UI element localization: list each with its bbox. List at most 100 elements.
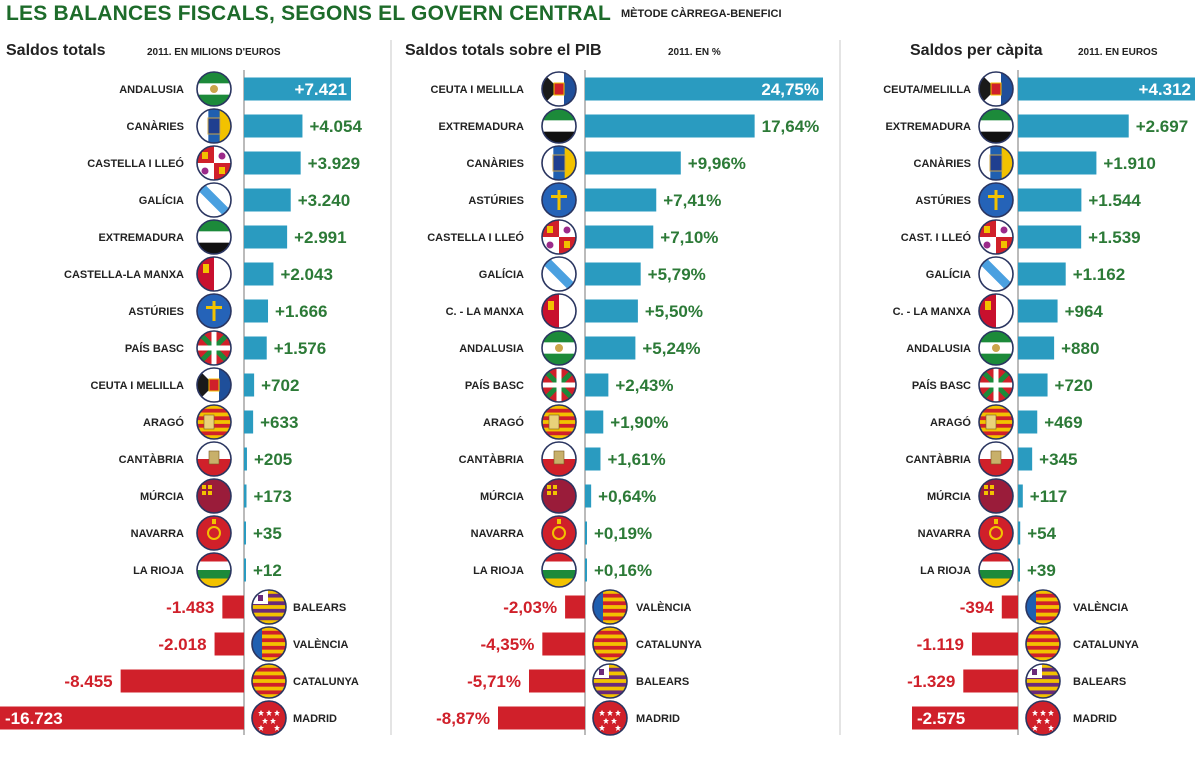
region-label: NAVARRA (918, 528, 971, 540)
region-label: CATALUNYA (293, 676, 359, 688)
value-label: -2,03% (503, 598, 557, 617)
bar-negative (963, 669, 1018, 693)
bar-negative (1001, 595, 1018, 619)
balears-flag-icon (592, 663, 628, 699)
region-label: MÚRCIA (927, 490, 971, 503)
bar-positive (585, 151, 681, 175)
region-label: CANÀRIES (467, 157, 524, 170)
region-label: ANDALUSIA (459, 343, 524, 355)
balears-flag-icon (251, 589, 287, 625)
panel-subtitle: 2011. EN MILIONS D'EUROS (147, 47, 281, 58)
value-label: +4.054 (309, 117, 362, 136)
region-label: ANDALUSIA (906, 343, 971, 355)
bar-positive (585, 558, 587, 582)
arago-flag-icon (196, 404, 232, 440)
bar-positive (585, 373, 609, 397)
value-label: -1.483 (166, 598, 214, 617)
castella-manxa-flag-icon (978, 293, 1014, 329)
region-label: CASTELLA-LA MANXA (64, 269, 184, 281)
castella-lleo-flag-icon (978, 219, 1014, 255)
panel-subtitle: 2011. EN EUROS (1078, 47, 1158, 58)
region-label: CASTELLA I LLEÓ (87, 157, 184, 170)
bar-positive (244, 447, 247, 471)
region-label: VALÈNCIA (293, 638, 348, 651)
arago-flag-icon (541, 404, 577, 440)
value-label: -2.575 (917, 709, 965, 728)
value-label: 24,75% (761, 80, 819, 99)
region-label: NAVARRA (131, 528, 184, 540)
value-label: +5,79% (648, 265, 706, 284)
value-label: +2.991 (294, 228, 346, 247)
chart-panel-3: Saldos per càpita 2011. EN EUROS +4.312 CEU… (883, 42, 1195, 736)
bar-positive (585, 188, 657, 212)
madrid-flag-icon (592, 700, 628, 736)
navarra-flag-icon (541, 515, 577, 551)
region-label: CAST. I LLEÓ (901, 231, 972, 244)
region-label: LA RIOJA (920, 565, 971, 577)
value-label: +4.312 (1139, 80, 1191, 99)
value-label: +2.043 (280, 265, 332, 284)
region-label: ASTÚRIES (915, 194, 971, 207)
bar-positive (244, 151, 301, 175)
bar-negative (214, 632, 244, 656)
region-label: MADRID (1073, 713, 1117, 725)
region-label: C. - LA MANXA (446, 306, 524, 318)
value-label: -8,87% (436, 709, 490, 728)
bar-negative (528, 669, 585, 693)
region-label: CANTÀBRIA (459, 453, 524, 466)
navarra-flag-icon (196, 515, 232, 551)
region-label: CEUTA I MELILLA (91, 380, 185, 392)
valencia-flag-icon (251, 626, 287, 662)
bar-positive (585, 299, 638, 323)
bar-positive (585, 521, 587, 545)
value-label: +3.240 (298, 191, 350, 210)
value-label: +0,19% (594, 524, 652, 543)
value-label: +0,64% (598, 487, 656, 506)
bar-positive (1018, 77, 1195, 101)
andalusia-flag-icon (978, 330, 1014, 366)
value-label: +1,90% (610, 413, 668, 432)
value-label: +7.421 (295, 80, 347, 99)
region-label: MADRID (636, 713, 680, 725)
bar-positive (1018, 484, 1023, 508)
value-label: +1.666 (275, 302, 327, 321)
extremadura-flag-icon (196, 219, 232, 255)
region-label: CANTÀBRIA (119, 453, 184, 466)
panel-title: Saldos totals (6, 42, 106, 59)
region-label: GALÍCIA (926, 268, 971, 281)
catalunya-flag-icon (592, 626, 628, 662)
value-label: +9,96% (688, 154, 746, 173)
value-label: +2,43% (615, 376, 673, 395)
bar-positive (585, 262, 641, 286)
value-label: +1,61% (607, 450, 665, 469)
value-label: +1.576 (274, 339, 326, 358)
value-label: +3.929 (308, 154, 360, 173)
murcia-flag-icon (978, 478, 1014, 514)
value-label: -2.018 (158, 635, 206, 654)
region-label: ANDALUSIA (119, 84, 184, 96)
la-rioja-flag-icon (978, 552, 1014, 588)
murcia-flag-icon (541, 478, 577, 514)
bar-positive (244, 299, 269, 323)
panel-title: Saldos totals sobre el PIB (405, 42, 602, 59)
chart-main-title: LES BALANCES FISCALS, SEGONS EL GOVERN C… (6, 2, 612, 25)
bar-positive (585, 336, 636, 360)
extremadura-flag-icon (978, 108, 1014, 144)
pais-basc-flag-icon (541, 367, 577, 403)
value-label: -4,35% (480, 635, 534, 654)
region-label: EXTREMADURA (885, 121, 971, 133)
region-label: PAÍS BASC (465, 379, 524, 392)
region-label: CATALUNYA (636, 639, 702, 651)
bar-positive (244, 558, 246, 582)
bar-negative (498, 706, 585, 730)
bar-positive (244, 336, 267, 360)
value-label: -1.329 (907, 672, 955, 691)
value-label: +469 (1044, 413, 1082, 432)
bar-positive (585, 447, 601, 471)
region-label: C. - LA MANXA (893, 306, 971, 318)
value-label: +5,50% (645, 302, 703, 321)
region-label: PAÍS BASC (125, 342, 184, 355)
arago-flag-icon (978, 404, 1014, 440)
region-label: PAÍS BASC (912, 379, 971, 392)
